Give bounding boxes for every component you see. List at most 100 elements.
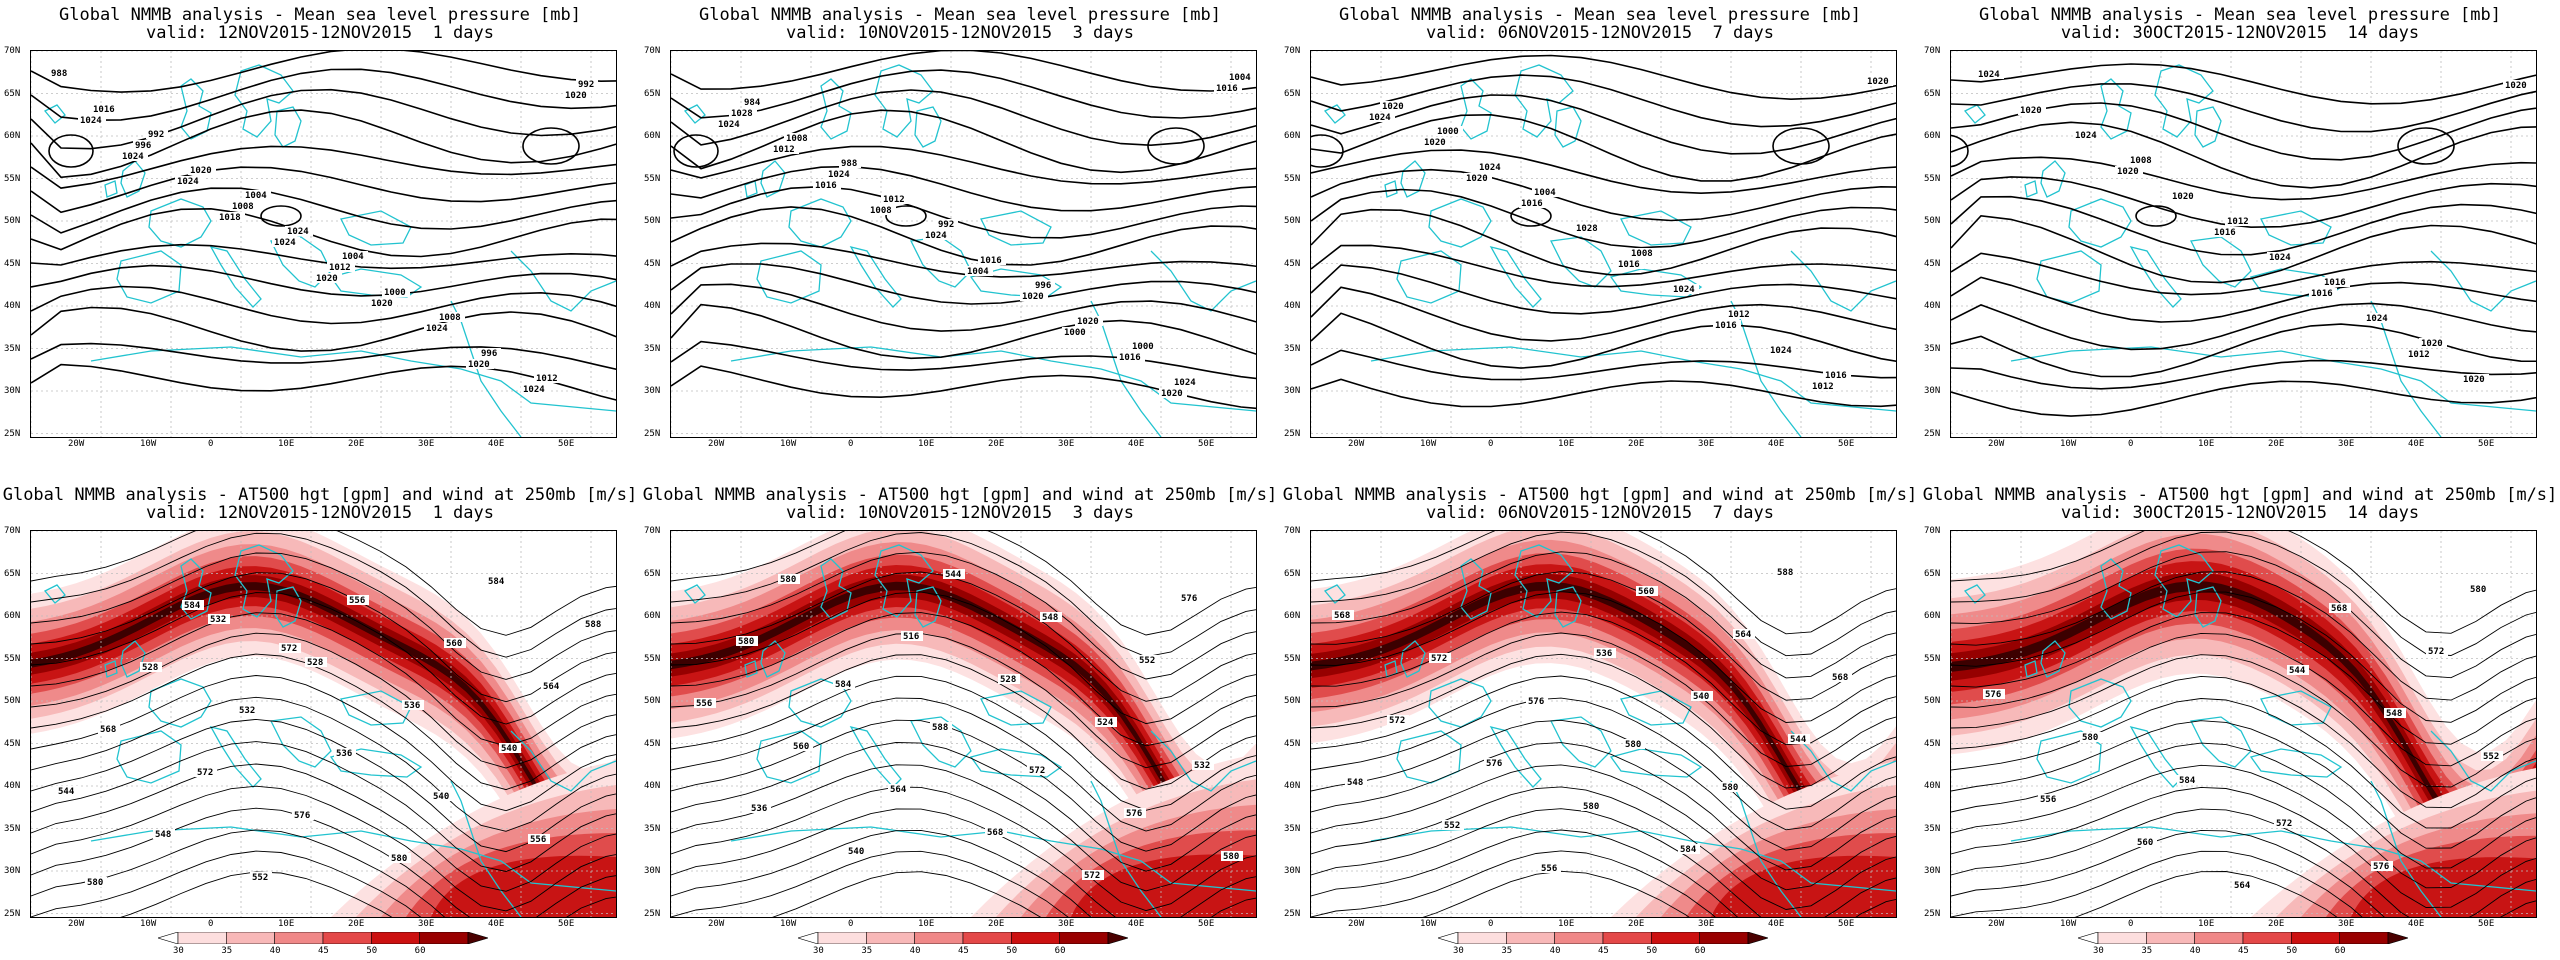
latitude-tick-label: 35N bbox=[1284, 823, 1301, 834]
coastline bbox=[980, 210, 1052, 246]
longitude-tick-label: 50E bbox=[558, 439, 575, 449]
longitude-tick-label: 50E bbox=[1838, 919, 1855, 929]
contour-label: 552 bbox=[2483, 752, 2499, 762]
geopotential-contour bbox=[1311, 531, 1896, 657]
latitude-tick-label: 55N bbox=[1284, 173, 1301, 184]
contour-label: 1024 bbox=[1978, 70, 2000, 80]
contour-label: 544 bbox=[58, 787, 75, 797]
longitude-tick-label: 20E bbox=[1628, 919, 1645, 929]
isobar-contour bbox=[1951, 252, 2536, 296]
panel-title: Global NMMB analysis - Mean sea level pr… bbox=[1339, 5, 1861, 25]
latitude-tick-label: 50N bbox=[1924, 696, 1941, 706]
latitude-tick-label: 45N bbox=[1924, 258, 1941, 269]
contour-label-background bbox=[2329, 603, 2351, 613]
coastline bbox=[1323, 104, 1346, 124]
isobar-contour bbox=[1311, 244, 1896, 288]
contour-label: 580 bbox=[2470, 585, 2486, 595]
contour-label-background bbox=[528, 834, 550, 844]
longitude-tick-label: 20W bbox=[1988, 439, 2005, 449]
contour-label-background bbox=[901, 631, 923, 641]
colorbar-segment bbox=[419, 932, 469, 944]
wind-speed-colorbar bbox=[798, 932, 1128, 944]
contour-label: 564 bbox=[543, 682, 560, 692]
geopotential-contour bbox=[1951, 551, 2536, 679]
latitude-tick-label: 45N bbox=[4, 258, 21, 269]
contour-label: 1020 bbox=[2117, 167, 2139, 177]
longitude-tick-label: 30E bbox=[2338, 919, 2355, 929]
contour-label: 1012 bbox=[883, 195, 905, 205]
latitude-tick-label: 60N bbox=[644, 611, 661, 621]
isobar-contour bbox=[1311, 264, 1896, 315]
contour-label: 556 bbox=[530, 835, 546, 845]
latitude-tick-label: 45N bbox=[1284, 258, 1301, 269]
contour-label: 572 bbox=[1431, 654, 1447, 664]
contour-label: 576 bbox=[1181, 594, 1197, 604]
colorbar-tick-label: 45 bbox=[1598, 946, 1609, 956]
isobar-contour bbox=[671, 283, 1256, 332]
contour-label-background bbox=[279, 643, 301, 653]
contour-label-background bbox=[833, 679, 855, 689]
isobar-contour bbox=[1951, 102, 2536, 161]
closed-pressure-cell bbox=[1772, 127, 1830, 165]
contour-label-background bbox=[1823, 370, 1851, 380]
geopotential-contour bbox=[671, 719, 1256, 852]
latitude-tick-label: 60N bbox=[644, 131, 661, 141]
latitude-tick-label: 60N bbox=[1924, 131, 1941, 141]
contour-label: 572 bbox=[1029, 766, 1045, 776]
map-svg: 9889921004100410081012101610201024100099… bbox=[31, 51, 616, 437]
contour-label-background bbox=[943, 569, 965, 579]
geopotential-contour bbox=[671, 786, 1256, 912]
latitude-tick-label: 50N bbox=[4, 216, 21, 226]
geopotential-contour bbox=[1311, 719, 1896, 851]
longitude-tick-label: 50E bbox=[1838, 439, 1855, 449]
latitude-tick-label: 40N bbox=[1284, 781, 1301, 791]
isobar-contour bbox=[671, 263, 1256, 305]
latitude-tick-label: 35N bbox=[644, 343, 661, 354]
contour-label: 1018 bbox=[219, 213, 241, 223]
contour-label: 1016 bbox=[1715, 321, 1737, 331]
contour-label: 528 bbox=[307, 658, 323, 668]
map-panel-2: Global NMMB analysis - Mean sea level pr… bbox=[640, 0, 1280, 480]
longitude-tick-label: 30E bbox=[1698, 919, 1715, 929]
coastline bbox=[270, 716, 332, 768]
geopotential-contour bbox=[31, 741, 616, 872]
coastline bbox=[1514, 64, 1574, 138]
geopotential-contour bbox=[671, 531, 1256, 636]
isobar-contour bbox=[1951, 302, 2536, 351]
contour-label: 1012 bbox=[1812, 382, 1834, 392]
contour-label: 564 bbox=[890, 785, 907, 795]
coastline bbox=[874, 64, 934, 138]
contour-label-background bbox=[2073, 130, 2101, 140]
isobar-contour bbox=[671, 206, 1256, 266]
geopotential-contour bbox=[1311, 808, 1896, 917]
geopotential-contour bbox=[1311, 571, 1896, 701]
contour-label: 1024 bbox=[2366, 314, 2388, 324]
contour-label-background bbox=[1484, 758, 1506, 768]
contour-label: 560 bbox=[2137, 838, 2153, 848]
longitude-tick-label: 10E bbox=[278, 919, 295, 929]
coastline bbox=[1550, 716, 1612, 768]
panel-valid-period: valid: 12NOV2015-12NOV2015 1 days bbox=[146, 23, 494, 43]
contour-label-background bbox=[2038, 794, 2060, 804]
contour-label-background bbox=[930, 722, 952, 732]
contour-label: 580 bbox=[1625, 740, 1641, 750]
longitude-tick-label: 30E bbox=[1058, 919, 1075, 929]
isobar-contour bbox=[1311, 286, 1896, 342]
longitude-tick-label: 30E bbox=[418, 919, 435, 929]
map-plot-area: 988 992 1004 1004 1008 1012 1016 1020 1024 1000 99… bbox=[30, 50, 617, 438]
geopotential-contour bbox=[1951, 742, 2536, 869]
subtropical-jet-shading bbox=[431, 855, 616, 917]
contour-label: 1024 bbox=[1673, 285, 1695, 295]
contour-label-background bbox=[347, 595, 369, 605]
closed-pressure-cell bbox=[1311, 134, 1344, 168]
colorbar-min-triangle bbox=[158, 932, 179, 944]
colorbar-tick-label: 50 bbox=[1646, 946, 1658, 956]
geopotential-contour bbox=[31, 552, 616, 680]
contour-label: 556 bbox=[349, 596, 365, 606]
coastline bbox=[730, 346, 1256, 412]
contour-label: 556 bbox=[2040, 795, 2056, 805]
longitude-tick-label: 20E bbox=[1628, 439, 1645, 449]
coastline bbox=[340, 210, 412, 246]
latitude-tick-label: 55N bbox=[4, 653, 21, 664]
colorbar-max-triangle bbox=[1107, 932, 1128, 944]
